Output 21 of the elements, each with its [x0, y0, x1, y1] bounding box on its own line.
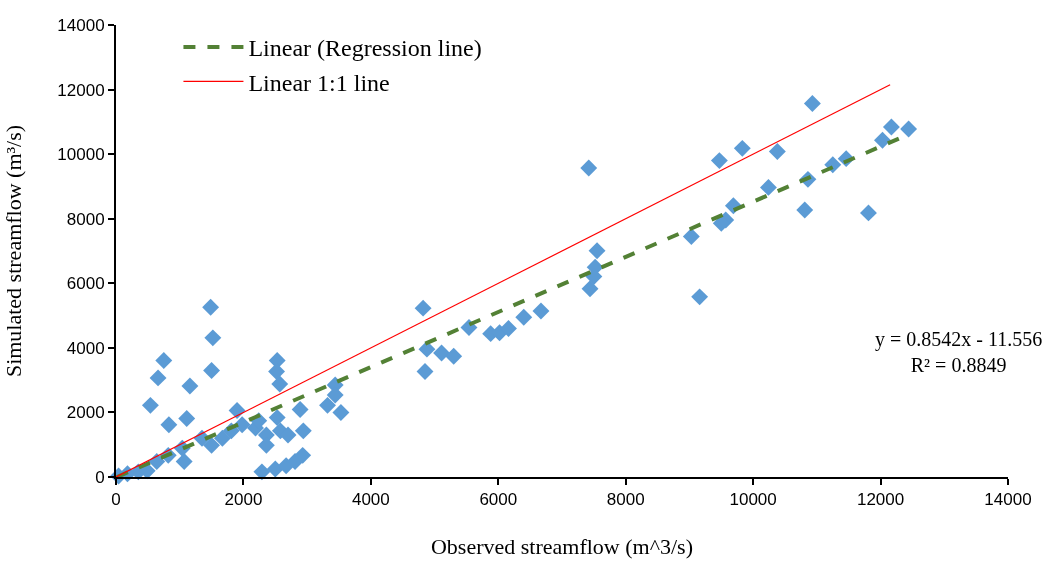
x-tick-label: 4000	[351, 490, 390, 510]
y-tick-label: 2000	[66, 403, 105, 423]
y-tick-label: 4000	[66, 338, 105, 358]
x-tick-label: 10000	[729, 490, 777, 510]
y-tick-label: 14000	[57, 15, 105, 35]
legend-label: Linear (Regression line)	[248, 35, 482, 62]
y-tick-label: 8000	[66, 209, 105, 229]
annotation: y = 0.8542x - 11.556 R² = 0.8849	[875, 328, 1043, 376]
y-tick-label: 0	[95, 467, 105, 487]
x-tick-label: 8000	[606, 490, 645, 510]
y-tick-label: 10000	[57, 145, 105, 165]
x-tick-label: 0	[111, 490, 121, 510]
x-tick-label: 6000	[479, 490, 518, 510]
x-tick-label: 2000	[224, 490, 263, 510]
x-axis-title: Observed streamflow (m^3/s)	[430, 533, 694, 559]
y-tick-label: 12000	[57, 80, 105, 100]
y-axis-title: Simulated streamflow (m³/s)	[0, 124, 26, 378]
legend-label: Linear 1:1 line	[248, 69, 390, 96]
x-tick-label: 12000	[856, 490, 905, 510]
y-tick-label: 6000	[66, 274, 105, 294]
x-tick-label: 14000	[984, 490, 1032, 510]
